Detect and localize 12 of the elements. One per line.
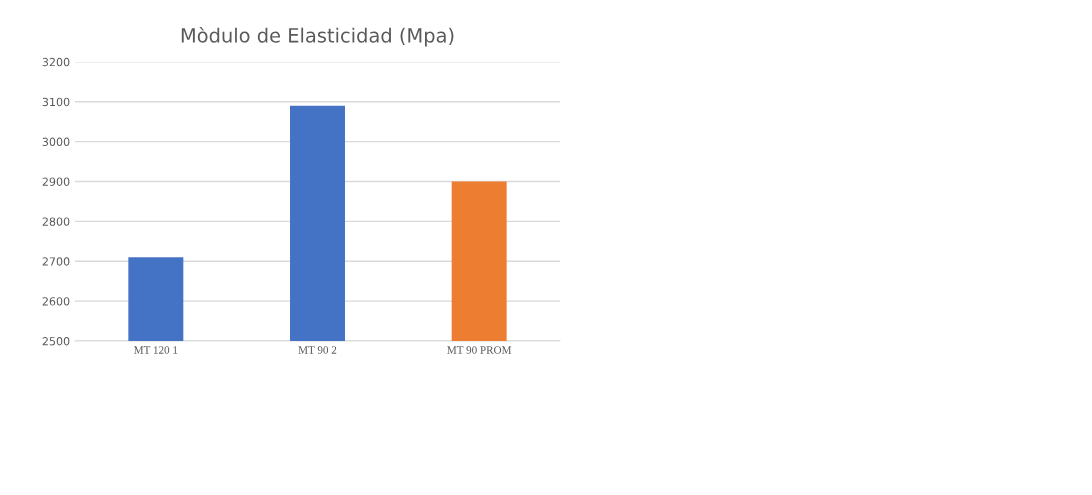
x-tick-label: MT 120 1 bbox=[134, 346, 178, 354]
chart-title: Mòdulo de Elasticidad (Mpa) bbox=[181, 26, 454, 47]
y-tick-label: 2800 bbox=[42, 217, 70, 226]
y-tick-label: 2900 bbox=[42, 177, 70, 186]
y-tick-label: 2700 bbox=[42, 257, 70, 266]
y-tick-label: 2600 bbox=[42, 297, 70, 306]
y-tick-label: 2500 bbox=[42, 337, 70, 346]
x-tick-label: MT 90 2 bbox=[298, 346, 337, 354]
y-tick-label: 3100 bbox=[42, 97, 70, 107]
y-tick-label: 3000 bbox=[42, 137, 70, 147]
x-tick-label: MT 90 PROM bbox=[447, 346, 512, 354]
y-tick-label: 3200 bbox=[42, 57, 70, 67]
